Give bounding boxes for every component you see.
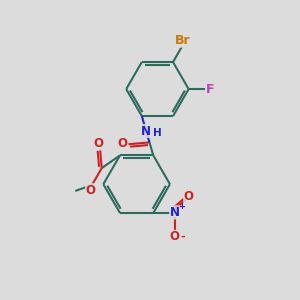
Text: O: O [94,137,103,150]
Text: N: N [141,124,151,137]
Text: O: O [85,184,96,197]
Text: Br: Br [175,34,190,47]
Text: F: F [206,82,214,96]
Text: O: O [170,230,180,243]
Text: O: O [118,137,128,150]
Text: -: - [180,232,185,242]
Text: O: O [184,190,194,203]
Text: N: N [170,206,180,219]
Text: +: + [178,202,185,211]
Text: H: H [153,128,162,138]
